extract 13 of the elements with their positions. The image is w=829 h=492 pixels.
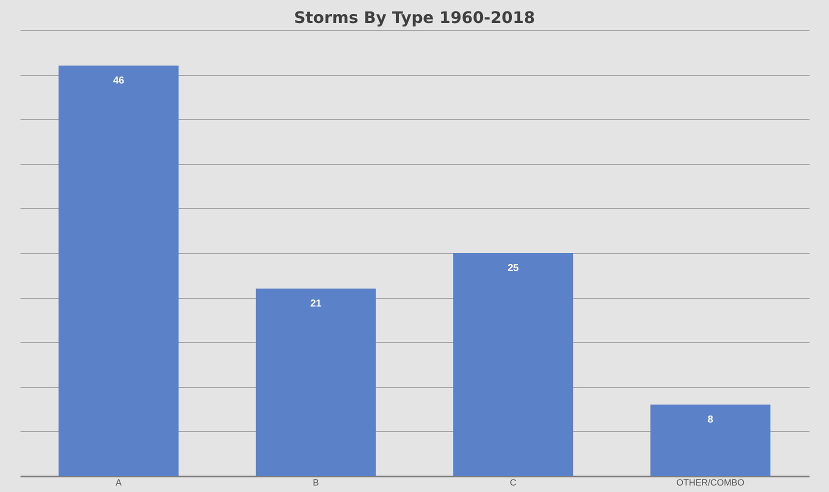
x-tick-label: OTHER/COMBO [676, 478, 744, 488]
data-label: 25 [508, 263, 520, 274]
x-tick-label: C [510, 478, 517, 488]
x-tick-label: B [312, 478, 319, 488]
data-label: 8 [708, 414, 714, 426]
data-label: 46 [113, 76, 125, 87]
bar [453, 253, 574, 476]
data-label: 21 [310, 298, 322, 310]
x-tick-label: A [116, 478, 122, 488]
bar [58, 66, 179, 476]
bar [256, 288, 376, 476]
chart-title: Storms By Type 1960-2018 [294, 8, 536, 27]
bar [650, 404, 770, 476]
